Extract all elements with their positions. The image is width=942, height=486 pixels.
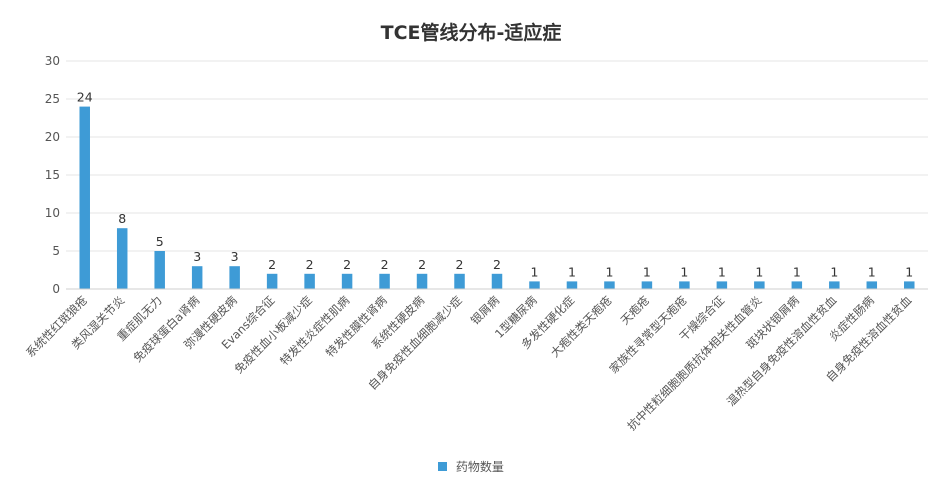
- bar[interactable]: [379, 273, 390, 289]
- x-tick-label: 天疱疮: [618, 293, 653, 328]
- bar[interactable]: [716, 281, 728, 289]
- chart-title: TCE管线分布-适应症: [380, 22, 562, 44]
- data-label: 1: [643, 264, 651, 279]
- data-label: 1: [868, 264, 876, 279]
- x-tick-label: 银屑病: [468, 293, 503, 328]
- data-label: 2: [306, 257, 314, 272]
- data-label: 1: [680, 264, 688, 279]
- bar[interactable]: [154, 251, 165, 289]
- data-label: 2: [456, 257, 464, 272]
- bar[interactable]: [566, 281, 578, 289]
- data-label: 3: [231, 249, 239, 264]
- bar[interactable]: [229, 266, 240, 289]
- data-label: 8: [118, 211, 126, 226]
- bar[interactable]: [679, 281, 690, 289]
- bar[interactable]: [529, 281, 540, 289]
- data-label: 5: [156, 234, 164, 249]
- bar[interactable]: [754, 281, 765, 289]
- y-tick-label: 25: [45, 92, 60, 106]
- bar[interactable]: [116, 228, 128, 289]
- bar[interactable]: [266, 273, 278, 289]
- bar[interactable]: [791, 281, 803, 289]
- bar[interactable]: [866, 281, 878, 289]
- data-label: 2: [493, 257, 501, 272]
- data-label: 2: [343, 257, 351, 272]
- bar[interactable]: [341, 273, 353, 289]
- legend-label: 药物数量: [455, 460, 504, 474]
- bar[interactable]: [904, 281, 915, 289]
- y-tick-label: 0: [52, 282, 60, 296]
- data-label: 1: [718, 264, 726, 279]
- bar[interactable]: [454, 273, 465, 289]
- data-label: 1: [605, 264, 613, 279]
- legend-swatch: [438, 462, 448, 471]
- y-tick-label: 20: [45, 130, 60, 144]
- data-label: 1: [755, 264, 763, 279]
- bar[interactable]: [491, 273, 503, 289]
- bar[interactable]: [829, 281, 840, 289]
- bar[interactable]: [604, 281, 615, 289]
- data-label: 2: [381, 257, 389, 272]
- data-label: 2: [418, 257, 426, 272]
- data-label: 1: [793, 264, 801, 279]
- x-tick-label: 抗中性粒细胞胞质抗体相关性血管炎: [624, 293, 764, 433]
- data-label: 1: [568, 264, 576, 279]
- data-label: 1: [531, 264, 539, 279]
- data-label: 3: [193, 249, 201, 264]
- bar[interactable]: [191, 266, 203, 289]
- data-label: 1: [905, 264, 913, 279]
- x-tick-label: 免疫球蛋白a肾病: [130, 293, 202, 365]
- data-label: 1: [830, 264, 838, 279]
- bar[interactable]: [79, 106, 90, 289]
- data-label: 2: [268, 257, 276, 272]
- legend: 药物数量: [0, 458, 942, 475]
- data-label: 24: [77, 90, 93, 105]
- y-tick-label: 10: [45, 206, 60, 220]
- y-tick-label: 5: [52, 244, 60, 258]
- bar[interactable]: [304, 273, 315, 289]
- bar[interactable]: [416, 273, 428, 289]
- y-tick-label: 30: [45, 54, 60, 68]
- y-tick-label: 15: [45, 168, 60, 182]
- bar[interactable]: [641, 281, 653, 289]
